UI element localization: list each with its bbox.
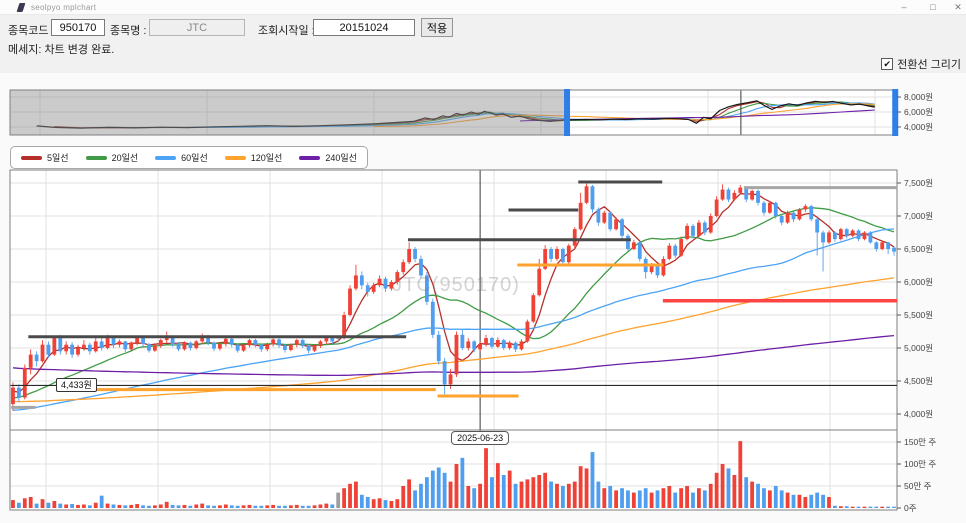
svg-text:5,500원: 5,500원 bbox=[904, 310, 933, 320]
legend-item: 240일선 bbox=[299, 151, 357, 164]
legend-swatch-icon bbox=[224, 155, 246, 160]
maximize-button[interactable]: □ bbox=[930, 2, 936, 12]
stock-code-input[interactable] bbox=[51, 19, 105, 36]
apply-button[interactable]: 적용 bbox=[421, 18, 453, 37]
svg-text:100만 주: 100만 주 bbox=[904, 459, 936, 469]
trendlines bbox=[10, 180, 897, 409]
svg-text:7,000원: 7,000원 bbox=[904, 211, 933, 221]
start-date-input[interactable] bbox=[313, 19, 415, 36]
svg-text:8,000원: 8,000원 bbox=[904, 92, 933, 102]
candles bbox=[11, 183, 896, 411]
ma-legend: 5일선 20일선 60일선 120일선 240일선 bbox=[10, 146, 368, 169]
legend-label: 20일선 bbox=[111, 153, 139, 163]
chart-watermark: JTC(950170) bbox=[392, 274, 520, 296]
svg-text:6,000원: 6,000원 bbox=[904, 107, 933, 117]
svg-text:6,500원: 6,500원 bbox=[904, 244, 933, 254]
legend-label: 60일선 bbox=[181, 153, 208, 163]
svg-text:0주: 0주 bbox=[904, 503, 917, 513]
svg-text:4,500원: 4,500원 bbox=[904, 376, 933, 386]
legend-item: 5일선 bbox=[21, 151, 69, 164]
price-marker-label: 4,433원 bbox=[56, 378, 97, 393]
overview-chart: 8,000원 6,000원 4,000원 bbox=[9, 89, 933, 136]
close-button[interactable]: ✕ bbox=[954, 2, 962, 12]
volume-bars bbox=[11, 441, 896, 508]
legend-swatch-icon bbox=[155, 155, 177, 160]
legend-swatch-icon bbox=[21, 155, 42, 160]
start-date-label: 조회시작일 : bbox=[258, 25, 315, 37]
legend-swatch-icon bbox=[299, 155, 321, 160]
legend-label: 240일선 bbox=[325, 153, 357, 163]
svg-text:4,000원: 4,000원 bbox=[904, 409, 933, 419]
svg-text:150만 주: 150만 주 bbox=[904, 437, 936, 447]
minimize-button[interactable]: – bbox=[901, 2, 907, 12]
svg-text:4,000원: 4,000원 bbox=[904, 122, 933, 132]
stock-name-label: 종목명 : bbox=[110, 25, 147, 37]
stock-code-label: 종목코드 : bbox=[8, 25, 55, 37]
legend-item: 20일선 bbox=[85, 151, 139, 164]
svg-text:7,500원: 7,500원 bbox=[904, 178, 933, 188]
stock-name-input bbox=[149, 19, 245, 36]
draw-trendline-option[interactable]: ✔ 전환선 그리기 bbox=[881, 56, 961, 72]
legend-swatch-icon bbox=[85, 155, 107, 160]
svg-text:5,000원: 5,000원 bbox=[904, 343, 933, 353]
legend-label: 120일선 bbox=[250, 153, 283, 163]
overview-right-handle[interactable] bbox=[892, 89, 899, 136]
svg-text:50만 주: 50만 주 bbox=[904, 481, 932, 491]
legend-label: 5일선 bbox=[47, 153, 69, 163]
draw-trendline-label: 전환선 그리기 bbox=[897, 59, 961, 71]
window-title: seolpyo mplchart bbox=[31, 3, 97, 12]
legend-item: 60일선 bbox=[155, 151, 208, 164]
status-message: 메세지: 차트 변경 완료. bbox=[8, 44, 115, 56]
overview-left-handle[interactable] bbox=[564, 89, 571, 136]
titlebar: seolpyo mplchart – □ ✕ bbox=[0, 0, 966, 15]
svg-text:6,000원: 6,000원 bbox=[904, 277, 933, 287]
legend-item: 120일선 bbox=[224, 151, 283, 164]
draw-trendline-checkbox[interactable]: ✔ bbox=[881, 58, 894, 70]
crosshair-date-label: 2025-06-23 bbox=[451, 431, 510, 445]
main-chart: 7,500원 7,000원 6,500원 6,000원 5,500원 5,000원 4,50… bbox=[9, 169, 936, 513]
